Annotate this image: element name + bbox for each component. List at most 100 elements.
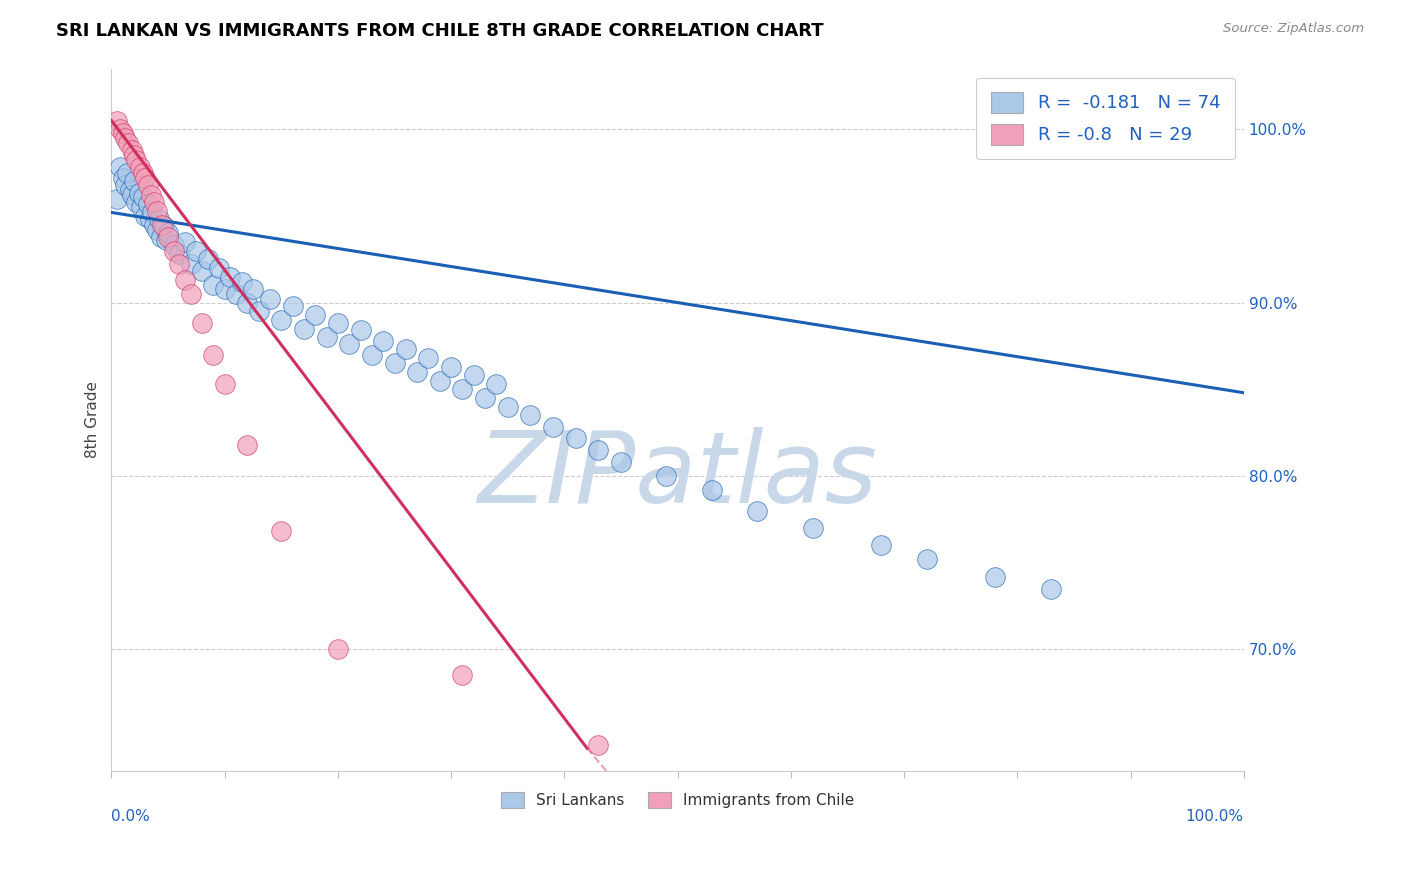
Point	[373, 334, 395, 348]
Point	[157, 229, 180, 244]
Point	[143, 218, 166, 232]
Point	[326, 642, 349, 657]
Point	[132, 190, 155, 204]
Point	[270, 524, 292, 539]
Point	[485, 377, 508, 392]
Point	[304, 308, 326, 322]
Point	[349, 323, 371, 337]
Point	[155, 233, 177, 247]
Point	[360, 348, 382, 362]
Point	[125, 194, 148, 209]
Point	[136, 178, 159, 192]
Point	[214, 377, 236, 392]
Point	[134, 209, 156, 223]
Point	[326, 317, 349, 331]
Point	[745, 503, 768, 517]
Point	[315, 330, 337, 344]
Text: SRI LANKAN VS IMMIGRANTS FROM CHILE 8TH GRADE CORRELATION CHART: SRI LANKAN VS IMMIGRANTS FROM CHILE 8TH …	[56, 22, 824, 40]
Point	[111, 170, 134, 185]
Point	[259, 292, 281, 306]
Text: 100.0%: 100.0%	[1185, 809, 1244, 824]
Point	[337, 337, 360, 351]
Point	[519, 409, 541, 423]
Point	[870, 538, 893, 552]
Y-axis label: 8th Grade: 8th Grade	[86, 381, 100, 458]
Point	[163, 244, 186, 258]
Point	[143, 194, 166, 209]
Point	[225, 286, 247, 301]
Point	[105, 113, 128, 128]
Point	[125, 153, 148, 168]
Point	[145, 203, 167, 218]
Point	[114, 178, 136, 192]
Point	[588, 738, 610, 752]
Point	[152, 219, 174, 234]
Point	[440, 359, 463, 374]
Point	[231, 275, 253, 289]
Point	[655, 469, 678, 483]
Point	[169, 247, 191, 261]
Point	[163, 238, 186, 252]
Point	[117, 136, 139, 150]
Point	[121, 188, 143, 202]
Point	[121, 143, 143, 157]
Point	[191, 317, 214, 331]
Point	[496, 400, 519, 414]
Point	[219, 269, 242, 284]
Point	[150, 229, 173, 244]
Point	[134, 170, 156, 185]
Point	[111, 126, 134, 140]
Text: 0.0%: 0.0%	[111, 809, 150, 824]
Point	[202, 278, 225, 293]
Point	[915, 552, 938, 566]
Point	[105, 192, 128, 206]
Point	[418, 351, 440, 365]
Point	[169, 257, 191, 271]
Point	[150, 218, 173, 232]
Point	[610, 455, 633, 469]
Point	[129, 200, 152, 214]
Point	[118, 183, 141, 197]
Point	[214, 282, 236, 296]
Point	[174, 273, 197, 287]
Point	[110, 122, 132, 136]
Point	[564, 431, 586, 445]
Point	[803, 521, 825, 535]
Point	[588, 442, 610, 457]
Point	[236, 295, 259, 310]
Point	[148, 212, 170, 227]
Point	[395, 343, 418, 357]
Point	[157, 226, 180, 240]
Point	[384, 356, 406, 370]
Point	[292, 321, 315, 335]
Point	[122, 174, 145, 188]
Point	[463, 368, 485, 383]
Text: Source: ZipAtlas.com: Source: ZipAtlas.com	[1223, 22, 1364, 36]
Legend: Sri Lankans, Immigrants from Chile: Sri Lankans, Immigrants from Chile	[494, 784, 862, 815]
Point	[406, 365, 429, 379]
Text: ZIPatlas: ZIPatlas	[478, 427, 877, 524]
Point	[451, 668, 474, 682]
Point	[983, 569, 1005, 583]
Point	[281, 299, 304, 313]
Point	[451, 382, 474, 396]
Point	[139, 188, 162, 202]
Point	[180, 257, 202, 271]
Point	[128, 186, 150, 201]
Point	[700, 483, 723, 497]
Point	[122, 148, 145, 162]
Point	[270, 313, 292, 327]
Point	[114, 131, 136, 145]
Point	[180, 286, 202, 301]
Point	[474, 391, 496, 405]
Point	[132, 165, 155, 179]
Point	[236, 438, 259, 452]
Point	[197, 252, 219, 267]
Point	[242, 282, 264, 296]
Point	[186, 244, 208, 258]
Point	[174, 235, 197, 249]
Point	[139, 212, 162, 227]
Point	[141, 205, 163, 219]
Point	[1040, 582, 1063, 596]
Point	[128, 161, 150, 175]
